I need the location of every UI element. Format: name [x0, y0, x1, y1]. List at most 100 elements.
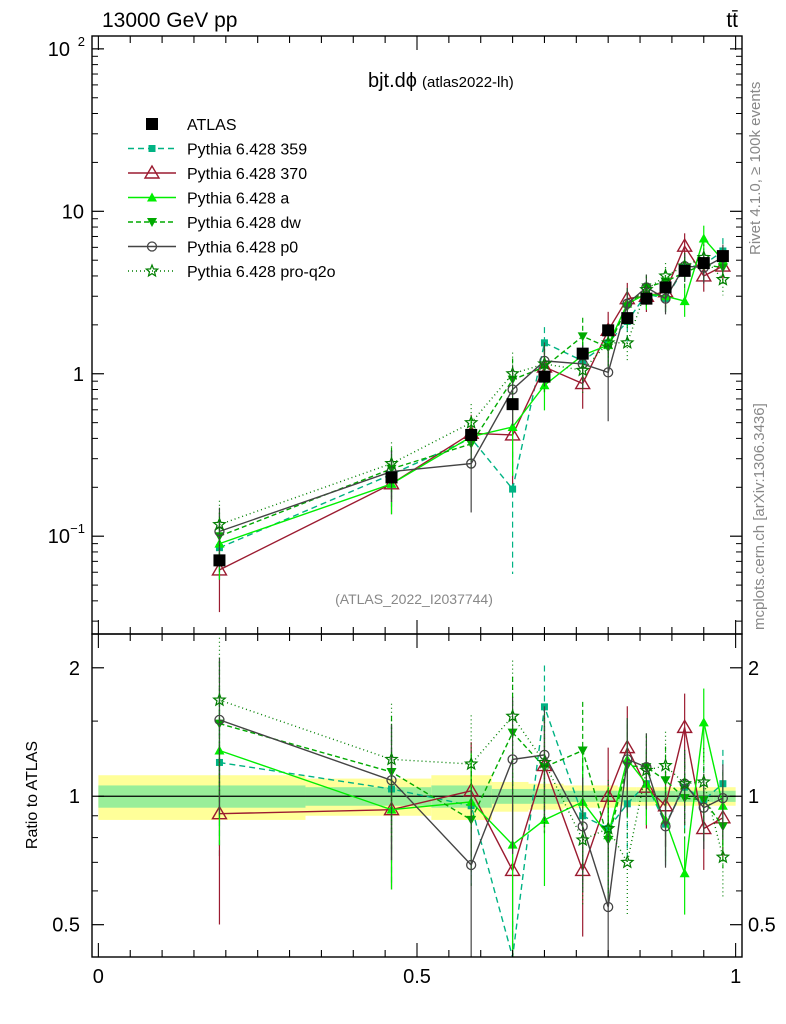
data-point [676, 237, 693, 252]
ratio-series-pythia-6.428-p0 [214, 657, 729, 957]
atlas-data-point [213, 554, 226, 567]
legend-marker [148, 145, 156, 152]
main-ytick-label: 10 [48, 526, 70, 548]
legend-marker [146, 241, 158, 252]
legend-entry: Pythia 6.428 p0 [128, 240, 298, 257]
ratio-point [466, 859, 477, 871]
data-point [679, 296, 690, 306]
ratio-point [641, 761, 652, 773]
legend: ATLAS Pythia 6.428 359 Pythia 6.428 370 Pyt… [128, 117, 336, 281]
legend-label: Pythia 6.428 dw [187, 215, 301, 232]
ratio-plot-series [211, 637, 732, 958]
ratio-point [212, 692, 227, 707]
ratio-y-label: Ratio to ATLAS [24, 741, 41, 849]
ratio-point [677, 776, 692, 790]
ratio-ytick-label-right: 1 [748, 786, 759, 808]
data-point [505, 366, 520, 380]
main-plot-series [211, 225, 732, 613]
atlas-data-point [678, 264, 691, 277]
data-point [466, 458, 477, 469]
side-label-mcplots: mcplots.cern.ch [arXiv:1306.3436] [751, 403, 768, 630]
data-point [577, 332, 588, 342]
ratio-point [214, 714, 225, 726]
watermark: (ATLAS_2022_I2037744) [335, 591, 493, 607]
ratio-point [537, 754, 552, 769]
legend-marker [147, 218, 157, 227]
data-point [537, 356, 552, 371]
legend-marker [146, 118, 158, 130]
data-point [600, 335, 616, 350]
legend-entry: Pythia 6.428 dw [128, 215, 301, 232]
data-point [507, 422, 518, 432]
data-point [658, 268, 673, 283]
ratio-point [577, 821, 588, 832]
ratio-point [575, 832, 590, 847]
ratio-ytick-label-right: 2 [748, 658, 759, 680]
legend-entry: Pythia 6.428 pro-q2o [128, 263, 336, 281]
ratio-ytick-label: 0.5 [52, 915, 80, 937]
series-pythia-6.428-pro-q2o [212, 244, 731, 561]
legend-label: Pythia 6.428 359 [187, 142, 307, 159]
legend-marker [147, 192, 157, 202]
ratio-ytick-label: 2 [69, 658, 80, 680]
process-label: tt̄ [726, 9, 738, 32]
data-point [620, 335, 635, 350]
legend-entry: ATLAS [146, 117, 237, 134]
atlas-data-point [621, 312, 634, 325]
ratio-ytick-label: 1 [69, 786, 80, 808]
ratio-point [507, 754, 518, 765]
plot-title-tag: (atlas2022-lh) [422, 74, 514, 91]
atlas-data-point [465, 428, 478, 441]
legend-marker [143, 164, 161, 179]
atlas-data-point [640, 292, 653, 305]
ratio-point [620, 854, 635, 869]
series-atlas [213, 250, 729, 567]
data-point [639, 281, 654, 296]
ratio-point [622, 754, 633, 765]
legend-label: ATLAS [187, 117, 237, 134]
ratio-point [698, 717, 709, 727]
main-ytick-label: 10 [48, 39, 70, 61]
ratio-point [577, 746, 588, 756]
ratio-point [505, 708, 520, 723]
legend-label: Pythia 6.428 370 [187, 166, 307, 183]
x-tick-label: 0.5 [403, 966, 431, 988]
data-point [715, 271, 731, 286]
legend-entry: Pythia 6.428 370 [128, 164, 307, 183]
legend-label: Pythia 6.428 a [187, 191, 289, 208]
data-point [622, 298, 633, 309]
legend-marker [144, 263, 160, 278]
side-label-rivet: Rivet 4.1.0, ≥ 100k events [747, 82, 764, 255]
ratio-point [679, 868, 690, 878]
data-point [212, 516, 227, 531]
atlas-data-point [576, 347, 589, 360]
main-ytick-exponent: 2 [78, 34, 85, 49]
ratio-point [676, 718, 693, 734]
ratio-point [463, 756, 479, 771]
data-point [384, 455, 399, 470]
ratio-ytick-label-right: 0.5 [748, 915, 776, 937]
ratio-point [715, 849, 731, 864]
ratio-point [696, 774, 712, 789]
legend-entry: Pythia 6.428 359 [128, 142, 307, 159]
plot-title: bjt.dϕ [368, 70, 417, 92]
data-point [660, 293, 671, 304]
ratio-point [639, 762, 654, 777]
energy-label: 13000 GeV pp [102, 9, 237, 32]
legend-label: Pythia 6.428 pro-q2o [187, 264, 336, 281]
main-ytick-label: 1 [73, 364, 84, 386]
atlas-data-point [659, 281, 672, 294]
data-point [509, 485, 517, 493]
atlas-data-point [602, 324, 615, 337]
ratio-point [603, 901, 614, 913]
atlas-data-point [697, 257, 710, 270]
legend-label: Pythia 6.428 p0 [187, 240, 298, 257]
atlas-data-point [385, 471, 398, 484]
ratio-point [658, 757, 673, 772]
data-point [463, 415, 479, 429]
legend-entry: Pythia 6.428 a [128, 191, 289, 208]
series-line [219, 256, 724, 526]
x-tick-label: 0 [93, 966, 104, 988]
